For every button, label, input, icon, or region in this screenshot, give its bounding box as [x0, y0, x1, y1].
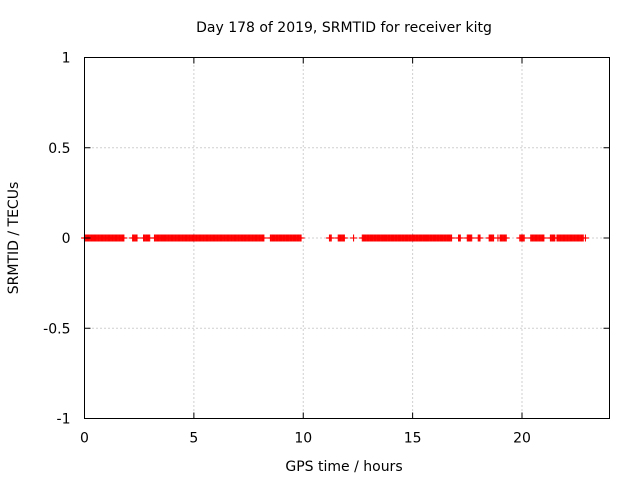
y-tick-label: 1	[62, 51, 71, 67]
x-tick-label: 15	[404, 431, 422, 447]
data-point	[581, 234, 589, 242]
axis-ticks: 1 0.5 0 -0.5 -1 0 5 10 15 20	[43, 51, 610, 447]
data-point	[240, 234, 248, 242]
data-point	[406, 234, 414, 242]
y-tick-label: 0.5	[48, 141, 70, 157]
data-point	[456, 234, 464, 242]
data-point	[520, 234, 528, 242]
data-point	[502, 234, 510, 242]
data-point	[476, 234, 484, 242]
x-tick-label: 10	[294, 431, 312, 447]
data-point	[540, 234, 548, 242]
data-point	[89, 234, 97, 242]
y-tick-label: -1	[57, 412, 71, 428]
y-tick-label: -0.5	[43, 321, 70, 337]
data-point	[327, 234, 335, 242]
data-point	[159, 234, 167, 242]
data-point	[380, 234, 388, 242]
data-point	[210, 234, 218, 242]
data-point	[494, 234, 502, 242]
x-tick-label: 20	[513, 431, 531, 447]
data-points	[81, 234, 589, 242]
y-axis-label: SRMTID / TECUs	[6, 182, 22, 295]
data-point	[350, 234, 358, 242]
x-tick-label: 0	[80, 431, 89, 447]
chart-title: Day 178 of 2019, SRMTID for receiver kit…	[196, 20, 492, 36]
x-tick-label: 5	[189, 431, 198, 447]
data-point	[340, 234, 348, 242]
data-point	[280, 234, 288, 242]
data-point	[297, 234, 305, 242]
data-point	[422, 234, 430, 242]
x-axis-label: GPS time / hours	[285, 459, 402, 475]
data-point	[221, 234, 228, 242]
data-point	[133, 234, 141, 242]
data-point	[260, 234, 268, 242]
data-point	[105, 234, 113, 242]
data-point	[448, 234, 456, 242]
data-point	[120, 234, 128, 242]
data-point	[468, 234, 476, 242]
y-tick-label: 0	[62, 231, 71, 247]
